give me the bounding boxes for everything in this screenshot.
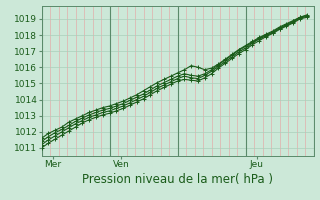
X-axis label: Pression niveau de la mer( hPa ): Pression niveau de la mer( hPa ): [82, 173, 273, 186]
